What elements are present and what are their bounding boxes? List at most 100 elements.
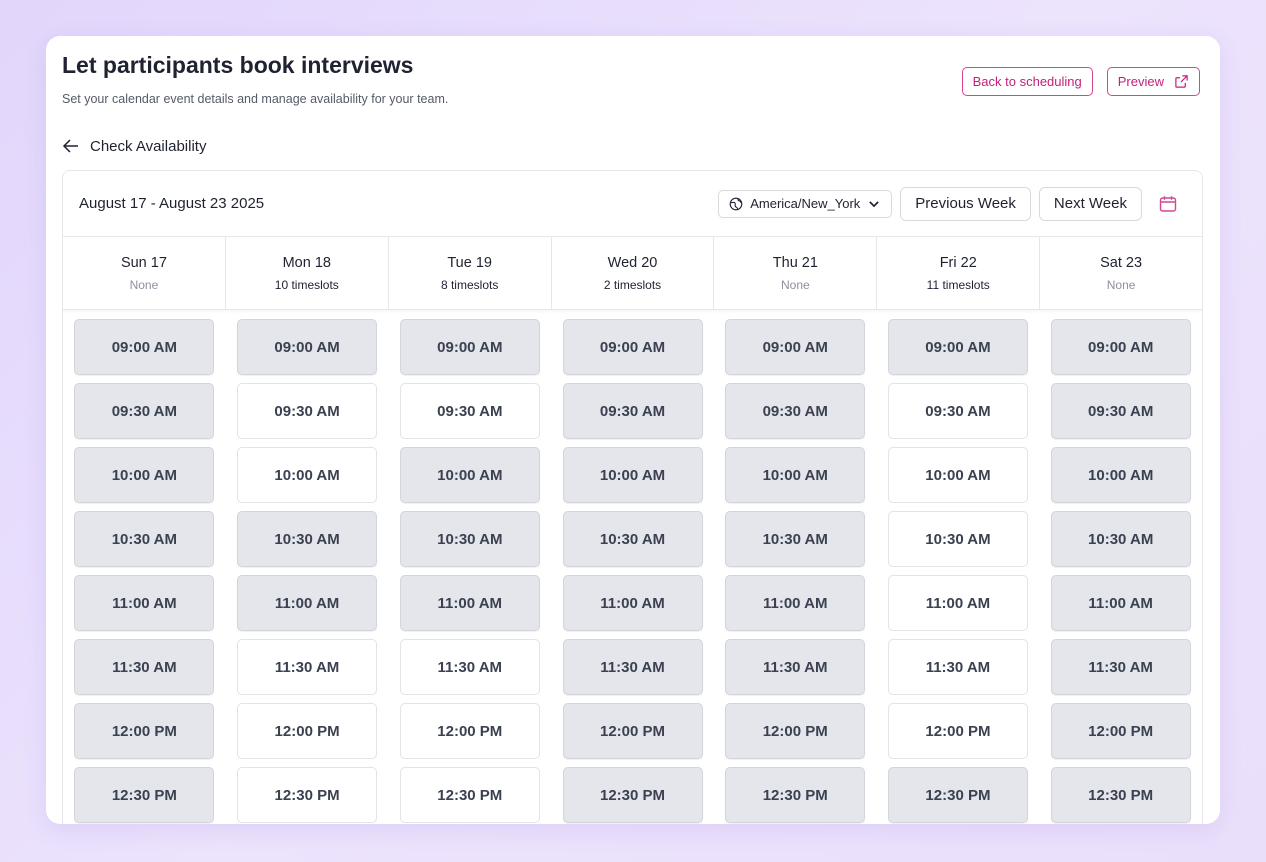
calendar-toolbar: August 17 - August 23 2025 America/New_Y… bbox=[63, 171, 1202, 237]
page-subtitle: Set your calendar event details and mana… bbox=[62, 92, 449, 106]
timeslot-button[interactable]: 11:00 AM bbox=[887, 575, 1028, 631]
check-availability-label: Check Availability bbox=[90, 137, 207, 155]
timeslot-button[interactable]: 10:00 AM bbox=[725, 447, 866, 503]
timeslot-button[interactable]: 09:30 AM bbox=[562, 383, 703, 439]
timeslot-button[interactable]: 11:30 AM bbox=[725, 639, 866, 695]
timeslot-button[interactable]: 11:30 AM bbox=[399, 639, 540, 695]
external-link-icon bbox=[1175, 75, 1188, 88]
timeslot-button[interactable]: 12:00 PM bbox=[562, 703, 703, 759]
top-actions: Back to scheduling Preview bbox=[961, 67, 1200, 96]
day-timeslot-count: None bbox=[781, 278, 810, 292]
timeslot-button[interactable]: 11:30 AM bbox=[237, 639, 378, 695]
day-timeslot-count: 8 timeslots bbox=[440, 278, 499, 292]
timeslot-button[interactable]: 09:00 AM bbox=[399, 319, 540, 375]
timeslot-button[interactable]: 12:30 PM bbox=[1050, 767, 1191, 823]
day-name: Mon 18 bbox=[282, 255, 331, 271]
timeslot-button[interactable]: 11:00 AM bbox=[74, 575, 215, 631]
timeslot-button[interactable]: 12:00 PM bbox=[725, 703, 866, 759]
timeslot-button[interactable]: 12:00 PM bbox=[1050, 703, 1191, 759]
day-column: 09:00 AM 09:30 AM 10:00 AM 10:30 AM 11:00 AM… bbox=[63, 319, 226, 823]
timeslot-grid: 09:00 AM 09:30 AM 10:00 AM 10:30 AM 11:00 AM… bbox=[63, 310, 1202, 823]
availability-panel: August 17 - August 23 2025 America/New_Y… bbox=[62, 170, 1203, 824]
calendar-picker-button[interactable] bbox=[1150, 187, 1186, 221]
timeslot-button[interactable]: 12:30 PM bbox=[237, 767, 378, 823]
check-availability-back-link[interactable]: Check Availability bbox=[62, 137, 206, 155]
day-name: Fri 22 bbox=[939, 255, 977, 271]
timeslot-button[interactable]: 11:00 AM bbox=[399, 575, 540, 631]
day-column: 09:00 AM 09:30 AM 10:00 AM 10:30 AM 11:00 AM… bbox=[226, 319, 389, 823]
day-headers: Sun 17 None Mon 18 10 timeslots Tue 19 8 time… bbox=[63, 237, 1202, 310]
timeslot-button[interactable]: 11:00 AM bbox=[237, 575, 378, 631]
timeslot-button[interactable]: 10:30 AM bbox=[725, 511, 866, 567]
day-timeslot-count: 10 timeslots bbox=[274, 278, 339, 292]
timeslot-button[interactable]: 11:30 AM bbox=[562, 639, 703, 695]
timeslot-button[interactable]: 09:00 AM bbox=[74, 319, 215, 375]
day-name: Sat 23 bbox=[1100, 255, 1143, 271]
timeslot-button[interactable]: 12:30 PM bbox=[399, 767, 540, 823]
day-name: Wed 20 bbox=[607, 255, 658, 271]
day-header: Wed 20 2 timeslots bbox=[552, 237, 715, 309]
day-header: Sun 17 None bbox=[63, 237, 226, 309]
preview-label: Preview bbox=[1117, 74, 1164, 89]
day-name: Thu 21 bbox=[772, 255, 818, 271]
page-title: Let participants book interviews bbox=[62, 52, 414, 78]
timeslot-button[interactable]: 10:00 AM bbox=[237, 447, 378, 503]
timeslot-button[interactable]: 10:00 AM bbox=[562, 447, 703, 503]
timeslot-button[interactable]: 12:30 PM bbox=[725, 767, 866, 823]
timeslot-button[interactable]: 11:30 AM bbox=[1050, 639, 1191, 695]
timeslot-button[interactable]: 10:30 AM bbox=[399, 511, 540, 567]
day-column: 09:00 AM 09:30 AM 10:00 AM 10:30 AM 11:00 AM… bbox=[1039, 319, 1202, 823]
timeslot-button[interactable]: 09:30 AM bbox=[74, 383, 215, 439]
timeslot-button[interactable]: 12:30 PM bbox=[74, 767, 215, 823]
timeslot-button[interactable]: 09:30 AM bbox=[237, 383, 378, 439]
timeslot-button[interactable]: 10:00 AM bbox=[887, 447, 1028, 503]
back-to-scheduling-button[interactable]: Back to scheduling bbox=[961, 67, 1093, 96]
globe-icon bbox=[729, 197, 743, 210]
timeslot-button[interactable]: 11:00 AM bbox=[562, 575, 703, 631]
day-header: Sat 23 None bbox=[1040, 237, 1202, 309]
timeslot-button[interactable]: 10:30 AM bbox=[887, 511, 1028, 567]
day-name: Sun 17 bbox=[120, 255, 167, 271]
previous-week-button[interactable]: Previous Week bbox=[900, 186, 1031, 221]
timeslot-button[interactable]: 10:30 AM bbox=[237, 511, 378, 567]
timeslot-button[interactable]: 09:30 AM bbox=[399, 383, 540, 439]
timeslot-button[interactable]: 10:30 AM bbox=[1050, 511, 1191, 567]
timeslot-button[interactable]: 12:30 PM bbox=[562, 767, 703, 823]
timeslot-button[interactable]: 09:00 AM bbox=[562, 319, 703, 375]
day-column: 09:00 AM 09:30 AM 10:00 AM 10:30 AM 11:00 AM… bbox=[388, 319, 551, 823]
day-header: Thu 21 None bbox=[714, 237, 878, 309]
timeslot-button[interactable]: 09:00 AM bbox=[887, 319, 1028, 375]
day-header: Fri 22 11 timeslots bbox=[877, 237, 1041, 309]
calendar-icon bbox=[1159, 195, 1177, 212]
timeslot-button[interactable]: 12:30 PM bbox=[887, 767, 1028, 823]
timeslot-button[interactable]: 12:00 PM bbox=[399, 703, 540, 759]
timeslot-button[interactable]: 10:00 AM bbox=[1050, 447, 1191, 503]
day-timeslot-count: None bbox=[129, 278, 159, 292]
timeslot-button[interactable]: 10:00 AM bbox=[399, 447, 540, 503]
timeslot-button[interactable]: 10:30 AM bbox=[562, 511, 703, 567]
timeslot-button[interactable]: 10:30 AM bbox=[74, 511, 215, 567]
day-column: 09:00 AM 09:30 AM 10:00 AM 10:30 AM 11:00 AM… bbox=[714, 319, 877, 823]
day-timeslot-count: None bbox=[1106, 278, 1136, 292]
timeslot-button[interactable]: 09:00 AM bbox=[237, 319, 378, 375]
timeslot-button[interactable]: 09:00 AM bbox=[725, 319, 866, 375]
timeslot-button[interactable]: 09:30 AM bbox=[887, 383, 1028, 439]
timeslot-button[interactable]: 10:00 AM bbox=[74, 447, 215, 503]
timeslot-button[interactable]: 09:30 AM bbox=[1050, 383, 1191, 439]
day-timeslot-count: 11 timeslots bbox=[926, 278, 990, 292]
date-range-label: August 17 - August 23 2025 bbox=[79, 195, 265, 212]
timeslot-button[interactable]: 12:00 PM bbox=[74, 703, 215, 759]
preview-button[interactable]: Preview bbox=[1106, 67, 1200, 96]
timeslot-button[interactable]: 12:00 PM bbox=[237, 703, 378, 759]
timeslot-button[interactable]: 11:30 AM bbox=[887, 639, 1028, 695]
timezone-select[interactable]: America/New_York bbox=[718, 189, 893, 218]
timeslot-button[interactable]: 12:00 PM bbox=[887, 703, 1028, 759]
timeslot-button[interactable]: 09:30 AM bbox=[725, 383, 866, 439]
timeslot-button[interactable]: 11:00 AM bbox=[725, 575, 866, 631]
timeslot-button[interactable]: 09:00 AM bbox=[1050, 319, 1191, 375]
next-week-button[interactable]: Next Week bbox=[1038, 186, 1142, 221]
timeslot-button[interactable]: 11:00 AM bbox=[1050, 575, 1191, 631]
scheduling-card: Let participants book interviews Set you… bbox=[46, 36, 1220, 824]
timeslot-button[interactable]: 11:30 AM bbox=[74, 639, 215, 695]
day-name: Tue 19 bbox=[447, 255, 492, 271]
